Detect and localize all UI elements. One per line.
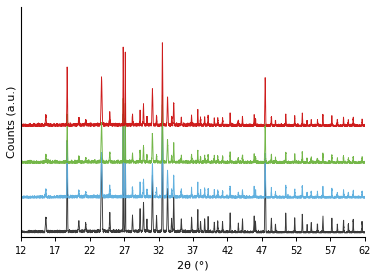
X-axis label: 2θ (°): 2θ (°) [177, 260, 209, 270]
Y-axis label: Counts (a.u.): Counts (a.u.) [7, 86, 17, 158]
